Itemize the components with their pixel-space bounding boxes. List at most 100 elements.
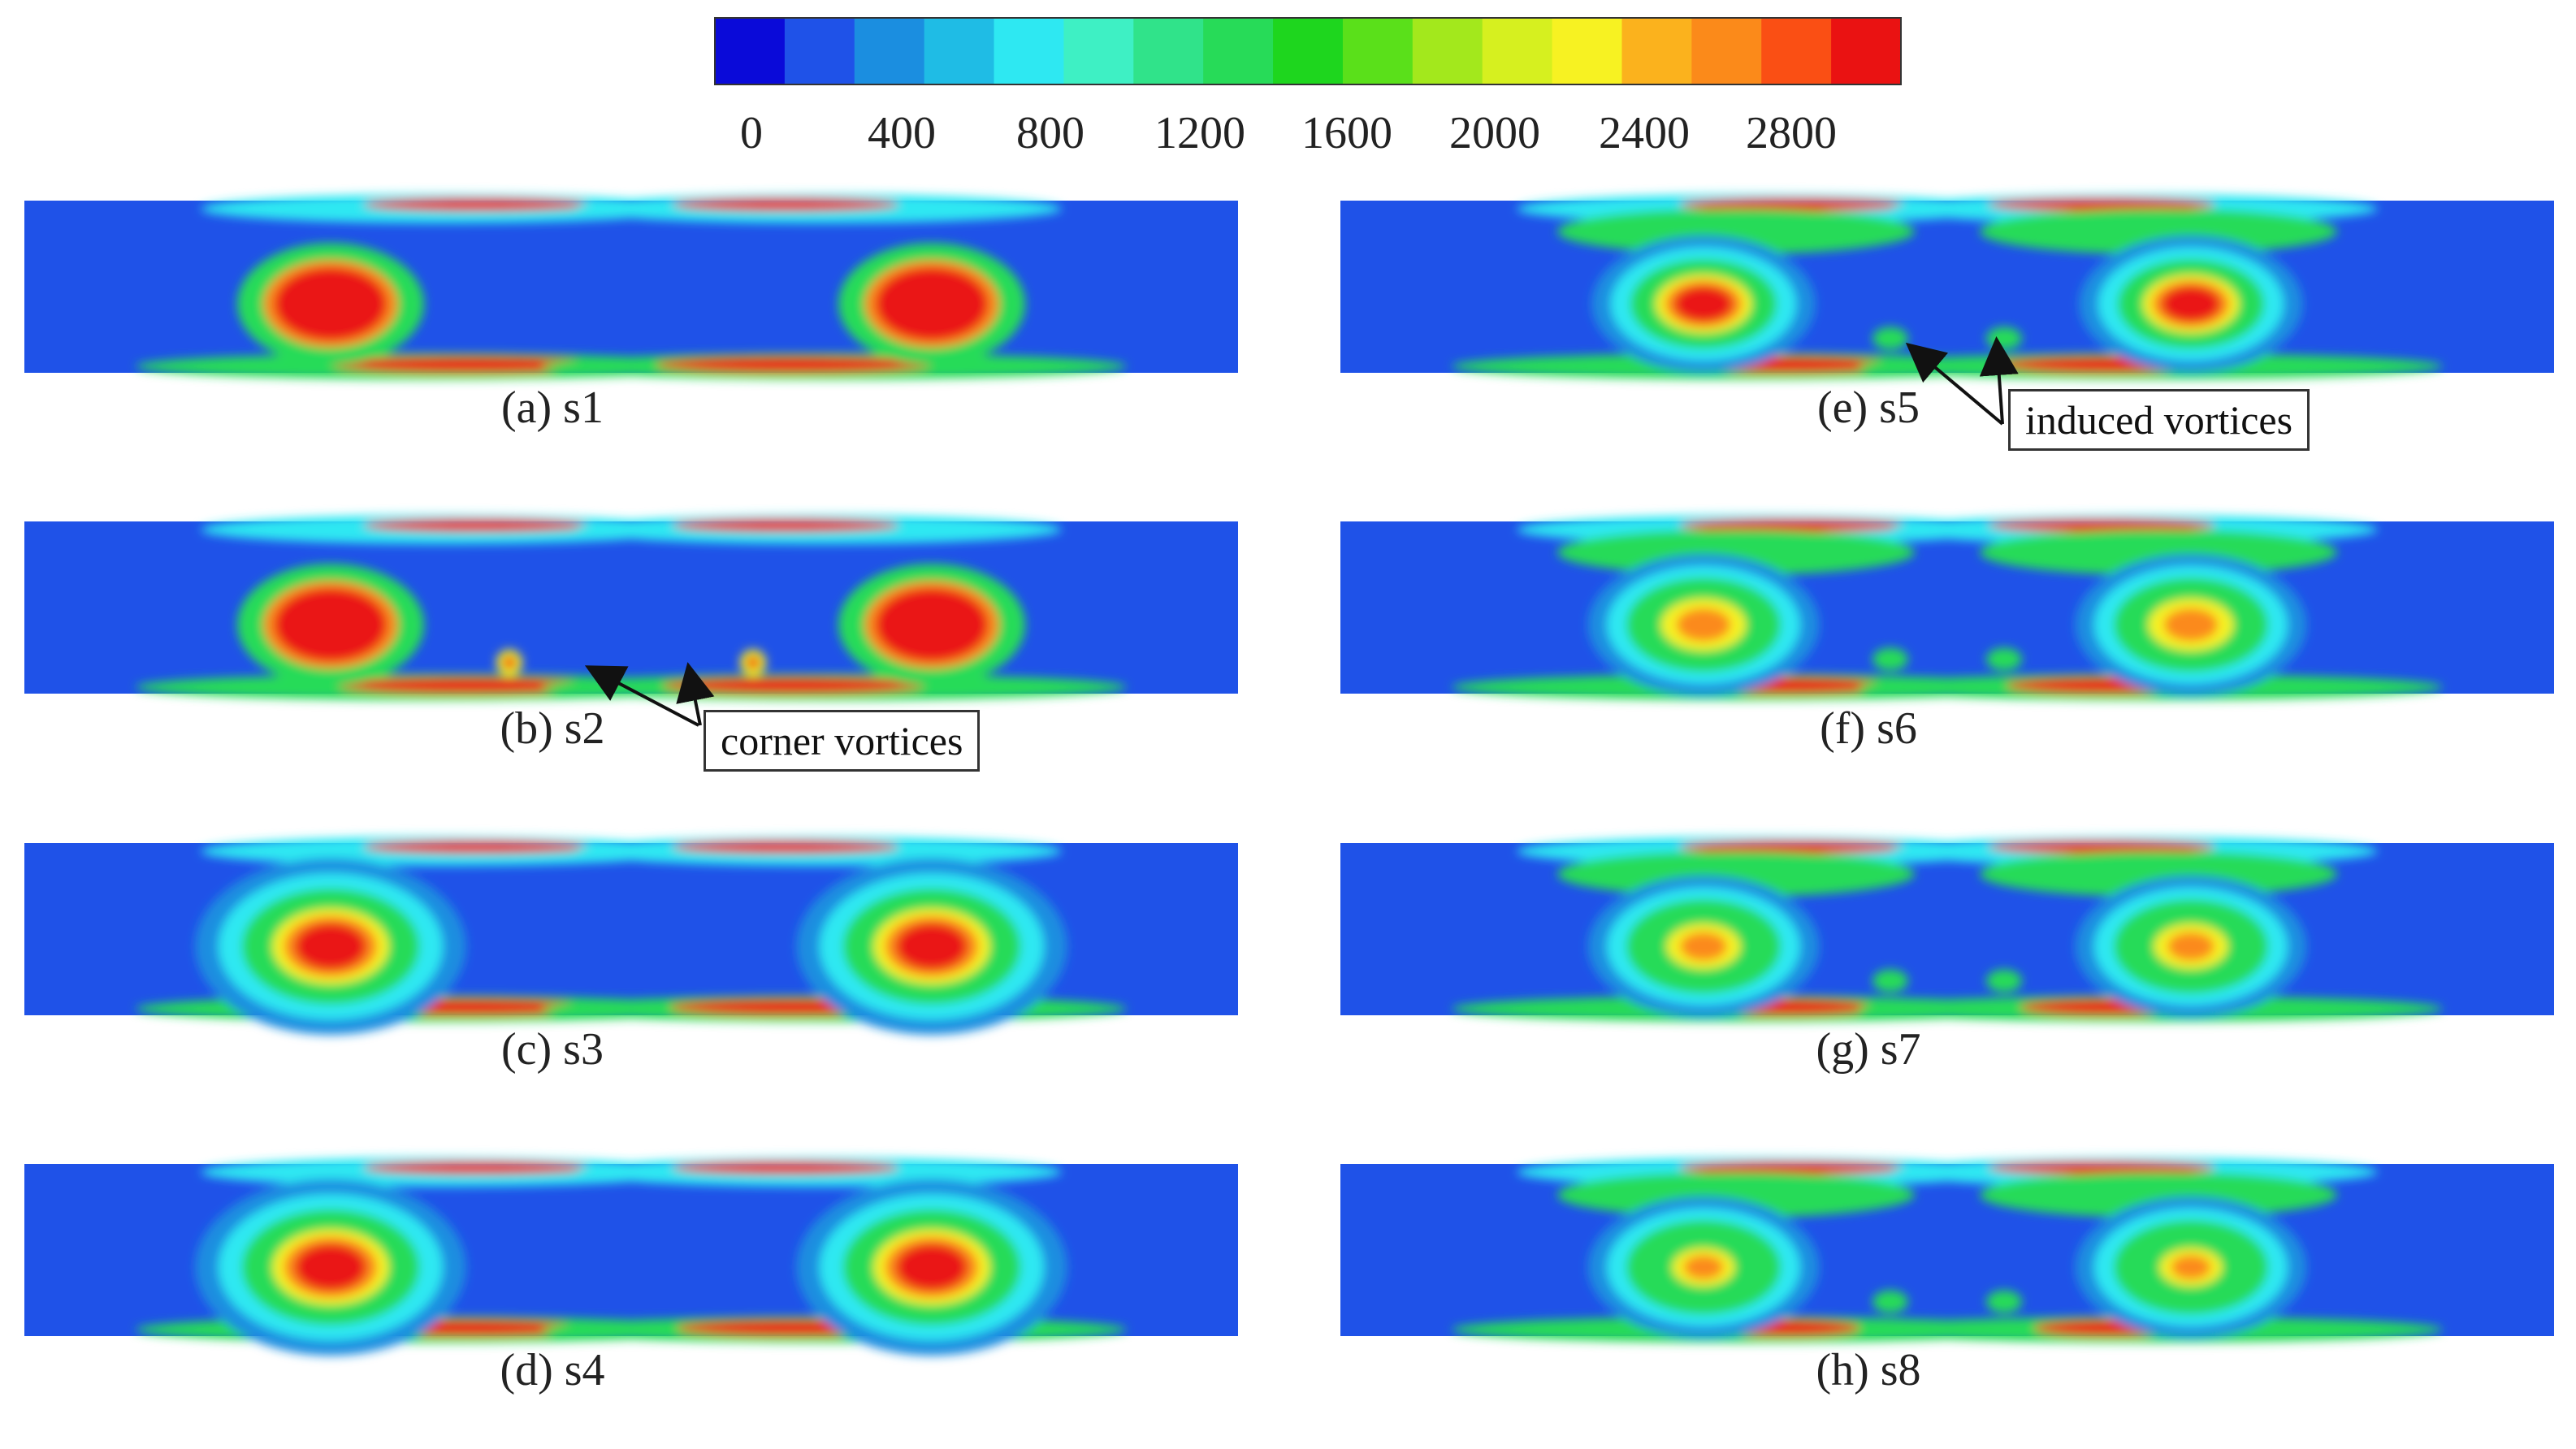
top-wall-peak (1679, 198, 1907, 211)
panel-background (1340, 1164, 2554, 1336)
vortex-core-re (896, 1244, 968, 1291)
colorbar-swatch (1133, 18, 1205, 84)
panel-caption: (b) s2 (500, 703, 605, 754)
top-wall-peak (672, 841, 899, 854)
contour-panel (1340, 837, 2554, 1022)
contour-panel (24, 194, 1238, 379)
induced-vortex-arrow-right (1979, 336, 2019, 425)
colorbar-tick-label: 2800 (1746, 108, 1837, 158)
colorbar-tick-label: 800 (1016, 108, 1085, 158)
bottom-wall-peak (331, 357, 607, 373)
vortex-core-re (876, 267, 988, 341)
contour-panel (1340, 515, 2554, 700)
vortex-core-or (2171, 1255, 2211, 1280)
top-wall-peak (1679, 841, 1907, 854)
top-wall-peak (363, 1161, 591, 1174)
upper-arc (1557, 209, 1915, 254)
colorbar-swatch (1063, 18, 1135, 84)
panel-caption: (e) s5 (1817, 383, 1920, 433)
top-wall-peak (363, 198, 591, 211)
top-wall-peak (672, 198, 899, 211)
colorbar-frame (714, 17, 1902, 85)
corner-vortices-callout: corner vortices (704, 710, 981, 772)
colorbar-tick-label: 1200 (1154, 108, 1245, 158)
contour-panels (24, 194, 2554, 1356)
colorbar-swatch (1761, 18, 1833, 84)
panel-caption: (g) s7 (1816, 1024, 1921, 1075)
corner-vortex-core (503, 655, 516, 669)
bottom-wall-peak (337, 677, 600, 694)
vortex-core-or (2167, 932, 2214, 961)
contour-field (1452, 837, 2443, 1022)
contour-field (136, 1157, 1127, 1356)
colorbar-swatch (715, 18, 786, 84)
annotation-arrows (584, 336, 2019, 727)
panel-background (24, 201, 1238, 373)
colorbar-swatch (784, 18, 855, 84)
corner-vortex-arrow-right (676, 662, 715, 726)
panel-caption: (d) s4 (500, 1345, 605, 1395)
colorbar-tick-label: 400 (868, 108, 936, 158)
induced-vortex (1986, 1290, 2022, 1313)
colorbar-tick-label: 1600 (1301, 108, 1392, 158)
colorbar-swatch (994, 18, 1065, 84)
vortex-core-re (896, 923, 968, 970)
panel-caption: (h) s8 (1816, 1345, 1921, 1395)
contour-field (136, 194, 1127, 379)
bottom-wall-peak (656, 357, 932, 373)
contour-panel (24, 1157, 1238, 1356)
induced-vortex (1986, 969, 2022, 993)
vortex-core-or (1680, 932, 1727, 961)
panel-background (24, 521, 1238, 694)
panel-background (1340, 521, 2554, 694)
top-wall-peak (1988, 519, 2215, 532)
contour-panel (24, 515, 1238, 700)
top-wall-peak (363, 519, 591, 532)
induced-vortex (1872, 327, 1908, 350)
colorbar-swatch (1552, 18, 1623, 84)
top-wall-peak (1679, 519, 1907, 532)
colorbar-swatch (1342, 18, 1414, 84)
colorbar-tick-label: 2000 (1449, 108, 1540, 158)
panel-background (1340, 843, 2554, 1015)
panel-caption: (c) s3 (501, 1024, 604, 1075)
induced-vortex (1986, 647, 2022, 671)
vortex-core-re (295, 923, 366, 970)
colorbar-swatch (1273, 18, 1344, 84)
vortex-core-or (1683, 1255, 1724, 1280)
colorbar-swatch (1412, 18, 1483, 84)
induced-vortex-arrow-left (1905, 342, 2004, 426)
bottom-wall-peak (662, 677, 925, 694)
induced-vortex (1986, 327, 2022, 350)
vortex-core-or (2163, 608, 2219, 642)
colorbar (714, 17, 1902, 85)
contour-panel (1340, 1157, 2554, 1343)
vortex-core-or (1676, 608, 1731, 642)
vortex-core-re (1673, 286, 1734, 322)
vortex-core-re (2161, 286, 2221, 322)
colorbar-swatch (1482, 18, 1553, 84)
top-wall-peak (1988, 841, 2215, 854)
panel-caption: (a) s1 (501, 383, 604, 433)
contour-field (1452, 194, 2443, 379)
induced-vortex (1872, 647, 1908, 671)
induced-vortices-callout: induced vortices (2008, 389, 2310, 451)
induced-vortex (1872, 1290, 1908, 1313)
induced-vortex (1872, 969, 1908, 993)
panel-caption: (f) s6 (1820, 703, 1917, 754)
top-wall-peak (1988, 1161, 2215, 1174)
vortex-core-re (275, 588, 387, 662)
vortex-core-re (876, 588, 988, 662)
top-wall-peak (672, 1161, 899, 1174)
colorbar-swatch (854, 18, 925, 84)
top-wall-peak (363, 841, 591, 854)
contour-field (136, 837, 1127, 1035)
colorbar-swatch (1621, 18, 1693, 84)
panel-background (1340, 201, 2554, 373)
colorbar-swatch (1831, 18, 1902, 84)
contour-field (1452, 1157, 2443, 1343)
contour-field (1452, 515, 2443, 700)
colorbar-tick-label: 0 (740, 108, 763, 158)
colorbar-swatch (1691, 18, 1763, 84)
top-wall-peak (672, 519, 899, 532)
